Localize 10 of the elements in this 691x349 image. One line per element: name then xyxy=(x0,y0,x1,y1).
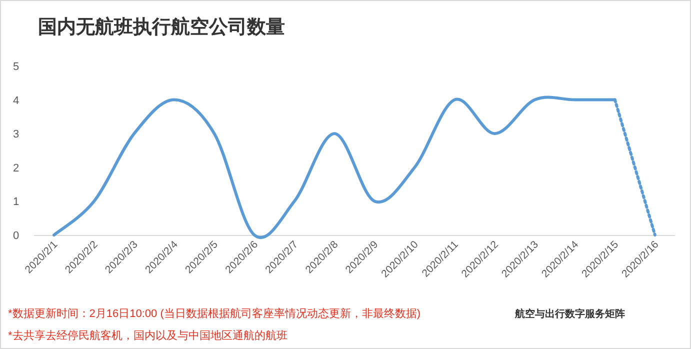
text: *数据更新时间：2月16日10:00 (当日数据根据航司客座率情况动态更新，非最终数据) xyxy=(8,307,421,320)
y-tick-label: 0 xyxy=(12,230,20,242)
y-tick-label: 3 xyxy=(12,128,20,141)
y-tick-label: 4 xyxy=(12,94,20,107)
y-tick-label: 5 xyxy=(12,61,20,73)
y-tick-label: 1 xyxy=(12,196,20,208)
y-tick-label: 2 xyxy=(12,162,20,174)
chart-title: 国内无航班执行航空公司数量 xyxy=(38,16,285,38)
text: *去共享去经停民航客机，国内以及与中国地区通航的航班 xyxy=(8,329,288,342)
text: 航空与出行数字服务矩阵 xyxy=(514,308,625,320)
